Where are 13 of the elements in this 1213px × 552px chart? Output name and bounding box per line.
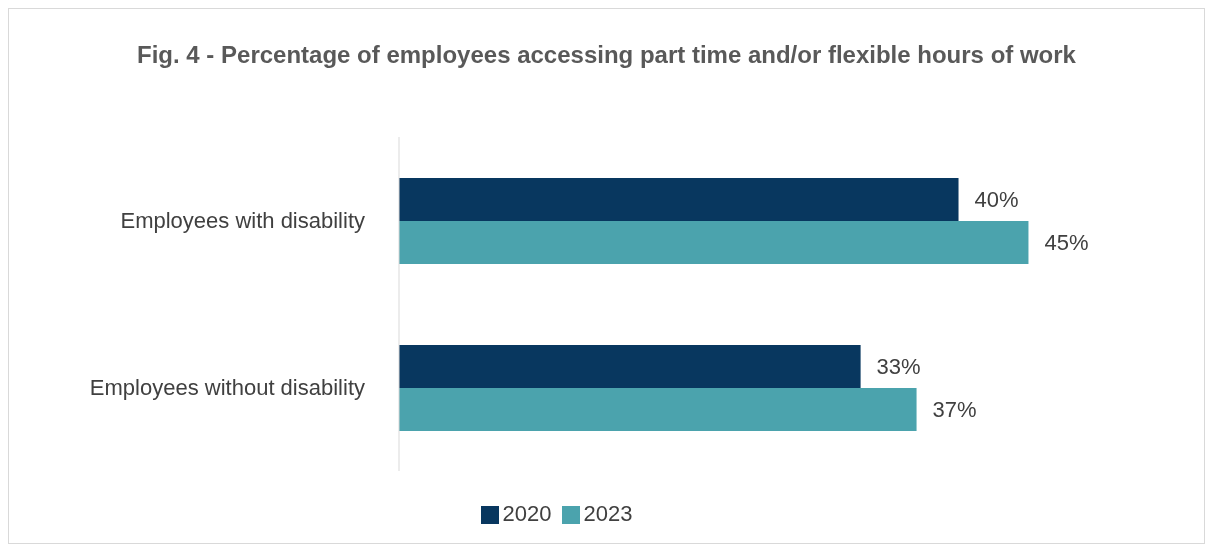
data-label: 40%: [974, 187, 1019, 213]
data-label: 33%: [876, 354, 921, 380]
bar: [399, 221, 1029, 264]
y-tick-label: Employees without disability: [89, 375, 365, 401]
data-label: 45%: [1044, 230, 1089, 256]
y-tick-label: Employees with disability: [120, 208, 365, 234]
bar: [399, 178, 959, 221]
legend-label: 2020: [502, 501, 552, 526]
data-label: 37%: [932, 397, 977, 423]
bar: [399, 345, 861, 388]
bar: [399, 388, 917, 431]
legend-label: 2023: [583, 501, 633, 526]
chart-title: Fig. 4 - Percentage of employees accessing part time and/or flexible hours of work: [136, 40, 1077, 70]
